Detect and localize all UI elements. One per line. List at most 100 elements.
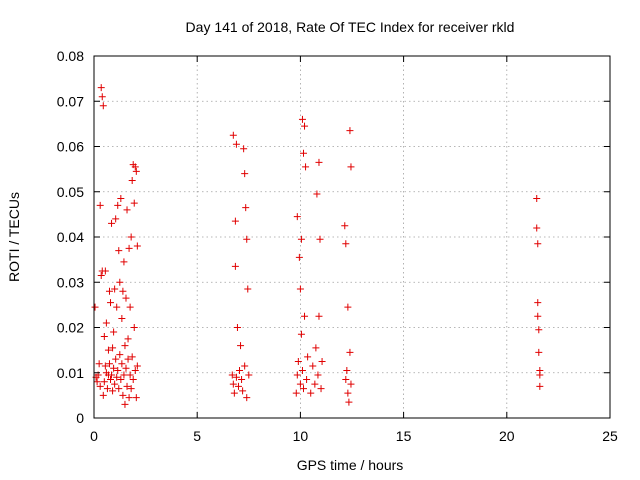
y-tick-label: 0.08 <box>57 48 84 64</box>
x-axis-label: GPS time / hours <box>297 457 404 473</box>
data-point-marker <box>130 324 138 331</box>
data-point-marker <box>122 294 130 302</box>
chart-title: Day 141 of 2018, Rate Of TEC Index for r… <box>186 19 515 35</box>
y-tick-label: 0.03 <box>57 274 84 290</box>
data-point-marker <box>347 163 355 171</box>
data-point-marker <box>110 328 118 336</box>
data-point-marker <box>132 167 140 175</box>
data-point-marker <box>341 222 349 230</box>
data-point-marker <box>119 391 127 399</box>
data-point-marker <box>111 285 119 293</box>
data-point-marker <box>127 233 135 241</box>
data-point-marker <box>316 235 324 243</box>
data-point-marker <box>342 376 350 384</box>
data-point-marker <box>123 206 131 214</box>
data-point-marker <box>295 253 303 261</box>
data-point-marker <box>231 217 239 225</box>
data-point-marker <box>534 240 542 248</box>
data-point-marker <box>108 371 116 379</box>
data-point-marker <box>100 333 108 341</box>
x-tick-label: 25 <box>602 428 618 444</box>
data-point-marker <box>118 314 126 322</box>
data-point-marker <box>237 342 245 350</box>
data-point-marker <box>121 400 129 408</box>
data-point-marker <box>236 366 244 374</box>
data-point-marker <box>105 287 113 295</box>
data-point-marker <box>99 102 107 110</box>
data-point-marker <box>299 149 307 157</box>
data-point-marker <box>312 344 320 352</box>
data-point-marker <box>123 382 131 390</box>
data-point-marker <box>122 364 130 372</box>
x-tick-label: 0 <box>90 428 98 444</box>
data-point-marker <box>243 235 251 243</box>
data-point-marker <box>133 242 141 250</box>
data-point-marker <box>297 235 305 243</box>
x-tick-label: 5 <box>193 428 201 444</box>
data-point-marker <box>344 389 352 397</box>
data-point-marker <box>238 376 246 384</box>
data-point-marker <box>534 299 542 307</box>
data-point-marker <box>232 373 240 381</box>
y-tick-label: 0.04 <box>57 229 84 245</box>
data-point-marker <box>345 398 353 406</box>
data-point-marker <box>293 213 301 221</box>
data-point-marker <box>297 330 305 338</box>
data-point-marker <box>346 127 354 135</box>
data-point-marker <box>342 240 350 248</box>
data-point-marker <box>128 176 136 184</box>
data-point-marker <box>111 380 119 388</box>
data-point-marker <box>97 271 105 279</box>
data-point-marker <box>125 244 133 252</box>
data-point-marker <box>131 366 139 374</box>
data-point-marker <box>317 385 325 393</box>
data-point-marker <box>107 299 115 307</box>
data-point-marker <box>533 224 541 232</box>
y-tick-label: 0.01 <box>57 365 84 381</box>
x-tick-label: 20 <box>499 428 515 444</box>
data-point-marker <box>232 140 240 148</box>
data-point-marker <box>108 219 116 227</box>
data-point-marker <box>343 366 351 374</box>
data-point-marker <box>126 371 134 379</box>
data-point-marker <box>96 382 104 390</box>
data-point-marker <box>125 394 133 402</box>
y-axis-label: ROTI / TECUs <box>6 192 22 282</box>
data-point-marker <box>132 394 140 402</box>
data-point-marker <box>121 342 129 350</box>
data-point-marker <box>298 366 306 374</box>
x-tick-label: 15 <box>396 428 412 444</box>
y-tick-label: 0.07 <box>57 93 84 109</box>
data-point-marker <box>110 364 118 372</box>
data-point-marker <box>114 201 122 209</box>
data-point-marker <box>103 385 111 393</box>
data-point-marker <box>241 362 249 370</box>
data-point-marker <box>228 371 236 379</box>
data-point-marker <box>100 378 108 386</box>
data-point-marker <box>229 131 237 139</box>
data-point-marker <box>117 376 125 384</box>
data-point-marker <box>230 389 238 397</box>
data-point-marker <box>315 158 323 166</box>
data-point-marker <box>346 348 354 356</box>
data-point-marker <box>133 362 141 370</box>
data-point-marker <box>101 267 109 275</box>
data-point-marker <box>124 335 132 343</box>
data-point-marker <box>109 344 117 352</box>
data-point-marker <box>118 360 126 368</box>
data-point-marker <box>313 190 321 198</box>
data-point-marker <box>95 360 103 368</box>
y-tick-labels: 0 0.01 0.02 0.03 0.04 0.05 0.06 0.07 0.08 <box>57 48 84 426</box>
grid-lines <box>94 56 610 418</box>
data-point-marker <box>239 387 247 395</box>
data-point-marker <box>245 371 253 379</box>
data-point-marker <box>231 262 239 270</box>
data-point-marker <box>115 247 123 255</box>
data-point-marker <box>533 195 541 203</box>
data-point-marker <box>99 391 107 399</box>
data-point-marker <box>292 389 300 397</box>
data-point-marker <box>535 348 543 356</box>
data-point-marker <box>105 360 113 368</box>
data-point-marker <box>109 387 117 395</box>
data-point-marker <box>119 287 127 295</box>
